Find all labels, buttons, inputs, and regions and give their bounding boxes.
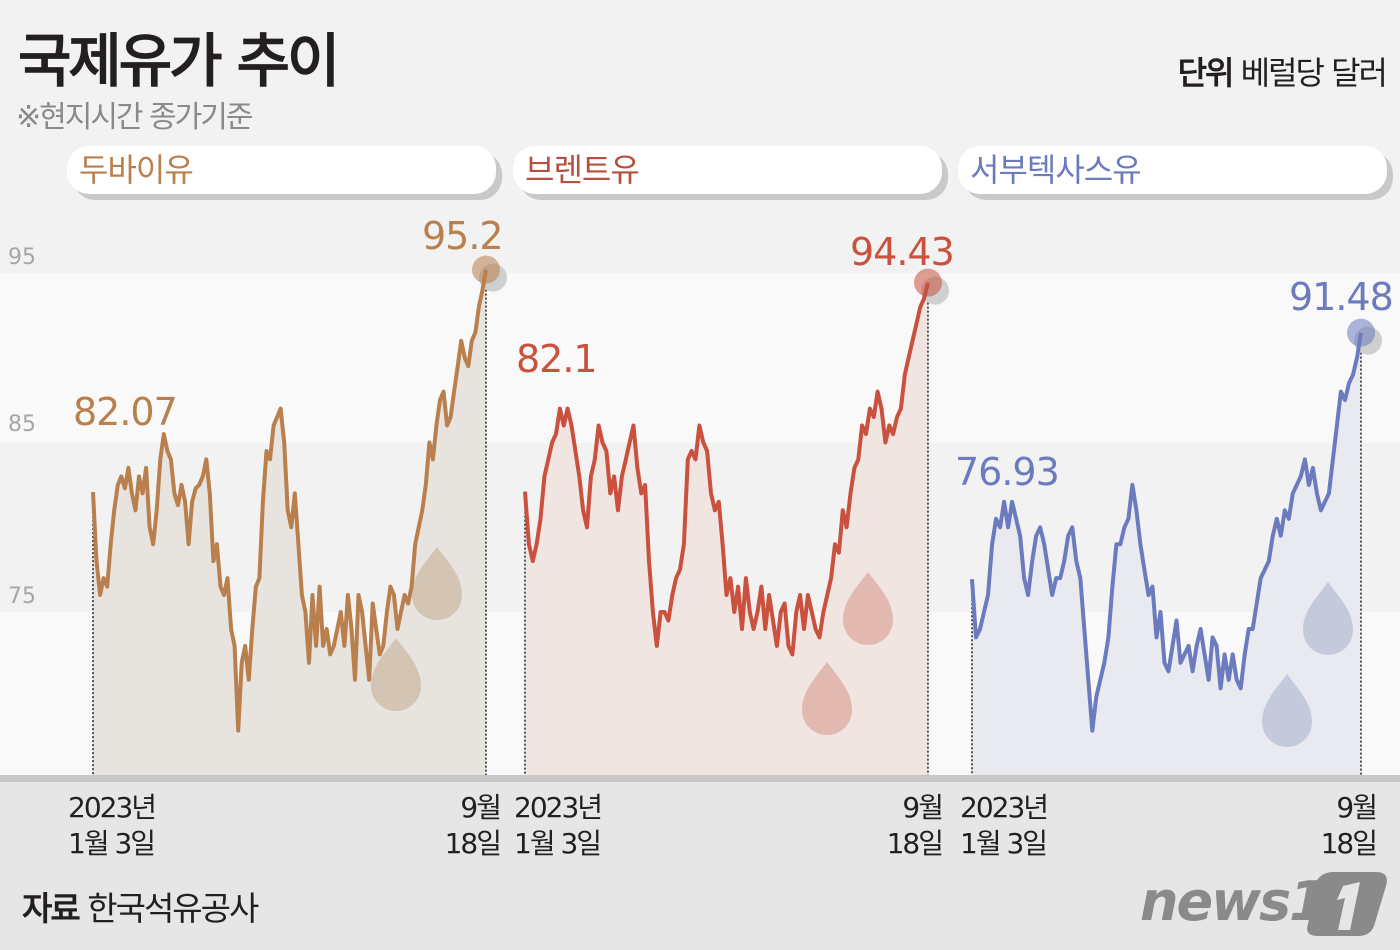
series-area: [972, 332, 1361, 775]
panel-title-wti: 서부텍사스유: [958, 146, 1387, 194]
series-wti: [970, 318, 1382, 782]
news1-logo: news1: [1140, 870, 1387, 936]
series-line: [91, 269, 488, 733]
band-95: [0, 273, 1400, 443]
series-dubai: [91, 255, 507, 782]
ytick-95: 95: [8, 245, 36, 270]
series-brent: [523, 268, 949, 782]
source-credit: 자료 한국석유공사: [22, 882, 259, 930]
logo-one-icon: [1337, 882, 1360, 930]
series-line: [970, 332, 1363, 733]
source-bold: 자료: [22, 889, 81, 928]
x-end-day: 18일: [444, 827, 502, 860]
series-area: [525, 282, 928, 775]
wti-end-value: 91.48: [1289, 275, 1394, 319]
dubai-start-value: 82.07: [73, 390, 178, 434]
x-start-date: 1월 3일: [514, 827, 602, 860]
unit-label: 단위 베럴당 달러: [1177, 48, 1388, 94]
x-start-date: 1월 3일: [960, 827, 1048, 860]
ytick-75: 75: [8, 584, 36, 609]
series-line: [523, 282, 930, 657]
oil-drop-icon: [843, 572, 893, 645]
ytick-85: 85: [8, 412, 36, 437]
end-marker: [472, 255, 500, 284]
brent-x-start: 2023년 1월 3일: [514, 790, 603, 862]
x-end-month: 9월: [902, 791, 944, 824]
brent-end-value: 94.43: [850, 230, 955, 274]
brent-start-value: 82.1: [516, 337, 598, 381]
oil-drop-icon: [371, 638, 421, 711]
x-start-date: 1월 3일: [68, 827, 156, 860]
panel-title-brent: 브렌트유: [513, 146, 942, 194]
dubai-x-start: 2023년 1월 3일: [68, 790, 157, 862]
x-start-year: 2023년: [514, 791, 603, 824]
panel-title-dubai: 두바이유: [67, 146, 496, 194]
wti-start-value: 76.93: [955, 450, 1060, 494]
oil-drop-icon: [412, 547, 462, 620]
oil-drop-icon: [1262, 674, 1312, 747]
logo-text: news1: [1140, 870, 1325, 933]
source-text: 한국석유공사: [78, 889, 259, 928]
brent-x-end: 9월 18일: [862, 790, 944, 862]
oil-drop-icon: [802, 662, 852, 735]
wti-x-end: 9월 18일: [1296, 790, 1378, 862]
x-start-year: 2023년: [960, 791, 1049, 824]
dubai-end-value: 95.2: [422, 214, 504, 258]
page-title: 국제유가 추이: [18, 27, 340, 95]
end-marker: [914, 268, 942, 297]
x-end-month: 9월: [460, 791, 502, 824]
x-end-day: 18일: [1320, 827, 1378, 860]
dubai-x-end: 9월 18일: [420, 790, 502, 862]
x-axis-area: [0, 775, 1400, 950]
wti-x-start: 2023년 1월 3일: [960, 790, 1049, 862]
page-subtitle: ※현지시간 종가기준: [16, 100, 253, 135]
unit-label-text: 베럴당 달러: [1232, 54, 1388, 92]
x-end-day: 18일: [886, 827, 944, 860]
oil-drop-icon: [1303, 582, 1353, 655]
end-marker: [1347, 318, 1375, 347]
x-end-month: 9월: [1336, 791, 1378, 824]
x-start-year: 2023년: [68, 791, 157, 824]
unit-label-bold: 단위: [1177, 54, 1235, 92]
